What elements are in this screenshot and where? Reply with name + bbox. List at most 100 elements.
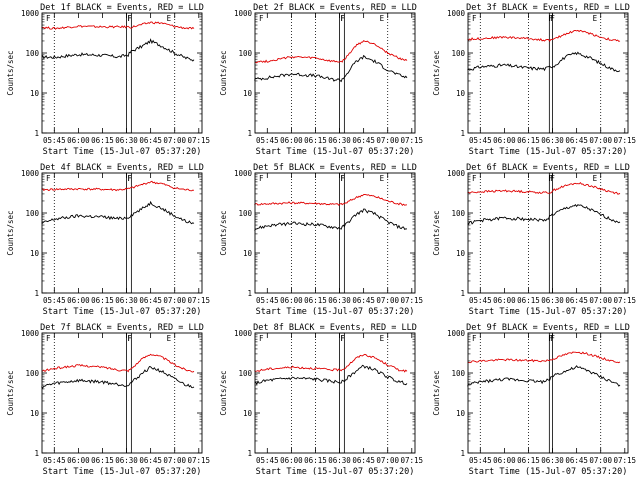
- time-marker: F: [128, 334, 133, 343]
- y-tick-label: 1: [460, 449, 465, 458]
- time-marker: F: [340, 174, 345, 183]
- x-tick-label: 06:00: [67, 456, 90, 465]
- y-tick-label: 100: [238, 369, 252, 378]
- y-tick-label: 100: [238, 49, 252, 58]
- chart-title: Det 5f BLACK = Events, RED = LLD: [253, 163, 417, 173]
- y-tick-label: 1: [34, 129, 39, 138]
- y-tick-label: 10: [243, 89, 253, 98]
- y-tick-label: 1000: [447, 9, 466, 18]
- x-tick-label: 06:15: [91, 456, 114, 465]
- y-tick-label: 100: [451, 369, 465, 378]
- y-tick-label: 1: [34, 449, 39, 458]
- x-tick-label: 06:45: [352, 456, 375, 465]
- y-axis-label: Counts/sec: [432, 370, 441, 415]
- detector-panel-3: Det 3f BLACK = Events, RED = LLD Counts/s…: [426, 0, 639, 160]
- chart-title: Det 3f BLACK = Events, RED = LLD: [466, 3, 630, 13]
- time-marker: F: [127, 14, 132, 23]
- x-tick-label: 06:30: [541, 136, 564, 145]
- time-marker: E: [593, 174, 598, 183]
- x-tick-label: 06:15: [304, 456, 327, 465]
- x-axis-label: Start Time (15-Jul-07 05:37:20): [256, 147, 415, 157]
- time-marker: E: [593, 14, 598, 23]
- x-tick-label: 06:00: [493, 136, 516, 145]
- x-tick-label: 06:30: [115, 456, 138, 465]
- y-tick-label: 10: [243, 409, 253, 418]
- x-tick-label: 06:45: [139, 296, 162, 305]
- y-tick-label: 1: [247, 449, 252, 458]
- lld-series-line: [254, 353, 408, 373]
- chart-title: Det 4f BLACK = Events, RED = LLD: [40, 163, 204, 173]
- interval-box: [548, 12, 553, 134]
- time-marker: F: [128, 14, 133, 23]
- x-tick-label: 07:15: [188, 136, 211, 145]
- x-axis-label: Start Time (15-Jul-07 05:37:20): [469, 147, 628, 157]
- y-tick-label: 1: [34, 289, 39, 298]
- events-series-line: [41, 38, 195, 62]
- detector-panel-7: Det 7f BLACK = Events, RED = LLD Counts/s…: [0, 320, 213, 480]
- x-tick-label: 06:30: [541, 296, 564, 305]
- time-marker: F: [549, 334, 554, 343]
- lld-series-line: [41, 353, 195, 373]
- x-tick-label: 06:30: [328, 136, 351, 145]
- x-tick-label: 06:45: [352, 136, 375, 145]
- events-series-line: [41, 200, 195, 225]
- y-tick-label: 10: [456, 249, 466, 258]
- time-marker: F: [341, 334, 346, 343]
- x-tick-label: 07:15: [188, 296, 211, 305]
- time-marker: F: [550, 334, 555, 343]
- y-tick-label: 10: [30, 249, 40, 258]
- events-series-line: [467, 365, 621, 387]
- x-tick-label: 07:15: [401, 136, 424, 145]
- y-tick-label: 1000: [21, 329, 40, 338]
- x-tick-label: 06:45: [565, 136, 588, 145]
- lld-series-line: [41, 180, 195, 192]
- x-tick-label: 07:00: [163, 136, 186, 145]
- y-tick-label: 1000: [234, 169, 253, 178]
- chart-title: Det 7f BLACK = Events, RED = LLD: [40, 323, 204, 333]
- plot-frame: [41, 12, 203, 134]
- events-series-line: [254, 208, 408, 231]
- events-series-line: [41, 365, 195, 389]
- interval-box: [126, 172, 132, 294]
- x-tick-label: 07:00: [589, 136, 612, 145]
- x-tick-label: 06:30: [541, 456, 564, 465]
- detector-panel-5: Det 5f BLACK = Events, RED = LLD Counts/s…: [213, 160, 426, 320]
- x-tick-label: 06:15: [517, 456, 540, 465]
- x-tick-label: 07:00: [163, 296, 186, 305]
- lld-series-line: [41, 21, 195, 30]
- x-axis-label: Start Time (15-Jul-07 05:37:20): [469, 307, 628, 317]
- chart-title: Det 9f BLACK = Events, RED = LLD: [466, 323, 630, 333]
- x-tick-label: 07:00: [163, 456, 186, 465]
- x-tick-label: 05:45: [43, 296, 66, 305]
- y-tick-label: 1000: [21, 169, 40, 178]
- x-tick-label: 07:00: [589, 296, 612, 305]
- chart-svg: Det 4f BLACK = Events, RED = LLD Counts/s…: [6, 163, 211, 317]
- x-tick-label: 05:45: [469, 296, 492, 305]
- detector-panel-6: Det 6f BLACK = Events, RED = LLD Counts/s…: [426, 160, 639, 320]
- y-tick-label: 100: [25, 209, 39, 218]
- time-marker: F: [550, 14, 555, 23]
- x-tick-label: 07:15: [614, 136, 637, 145]
- interval-box: [548, 332, 553, 454]
- x-tick-label: 05:45: [256, 136, 279, 145]
- y-tick-label: 1: [247, 289, 252, 298]
- plot-frame: [467, 12, 629, 134]
- y-tick-label: 1000: [234, 9, 253, 18]
- y-tick-label: 1: [247, 129, 252, 138]
- x-axis-label: Start Time (15-Jul-07 05:37:20): [469, 467, 628, 477]
- time-marker: F: [46, 14, 51, 23]
- plot-frame: [254, 172, 416, 294]
- detector-panel-2: Det 2f BLACK = Events, RED = LLD Counts/s…: [213, 0, 426, 160]
- y-tick-label: 1: [460, 129, 465, 138]
- chart-svg: Det 9f BLACK = Events, RED = LLD Counts/s…: [432, 323, 636, 477]
- time-marker: F: [259, 14, 264, 23]
- y-tick-label: 10: [456, 409, 466, 418]
- time-marker: F: [550, 174, 555, 183]
- detector-panel-1: Det 1f BLACK = Events, RED = LLD Counts/s…: [0, 0, 213, 160]
- time-marker: F: [259, 174, 264, 183]
- time-marker: F: [128, 174, 133, 183]
- chart-svg: Det 5f BLACK = Events, RED = LLD Counts/s…: [219, 163, 423, 317]
- time-marker: F: [549, 14, 554, 23]
- time-marker: E: [167, 174, 172, 183]
- x-tick-label: 06:00: [67, 296, 90, 305]
